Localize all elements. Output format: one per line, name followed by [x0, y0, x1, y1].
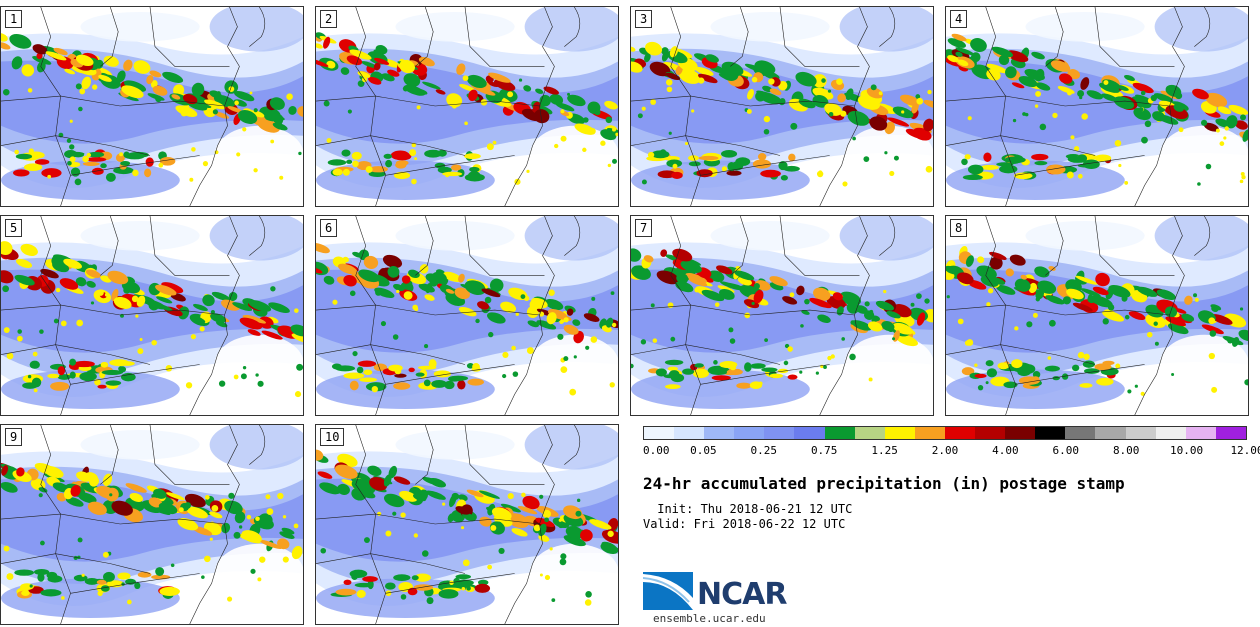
colorbar-cell — [914, 427, 945, 439]
stamp-member-number: 3 — [635, 10, 653, 28]
ncar-logo-text: NCAR — [697, 577, 787, 612]
colorbar-cell — [1035, 427, 1066, 439]
stamp-member-number: 5 — [5, 219, 23, 237]
stamp-member-number: 2 — [320, 10, 338, 28]
postage-stamp-map: 9 — [0, 424, 304, 625]
postage-stamp-map: 4 — [945, 6, 1249, 207]
colorbar-cell — [1065, 427, 1096, 439]
postage-stamp-map: 8 — [945, 215, 1249, 416]
colorbar-tick-label: 10.00 — [1170, 444, 1204, 457]
postage-stamp-map: 6 — [315, 215, 619, 416]
colorbar-tick-label: 0.25 — [750, 444, 778, 457]
postage-stamp-map: 5 — [0, 215, 304, 416]
colorbar-tick-label: 0.05 — [690, 444, 717, 457]
valid-time: Valid: Fri 2018-06-22 12 UTC — [643, 517, 846, 531]
stamp-member-number: 10 — [320, 428, 345, 446]
colorbar-cell — [1185, 427, 1216, 439]
ncar-logo-icon — [643, 572, 693, 610]
colorbar-tick-label: 6.00 — [1052, 444, 1080, 457]
colorbar-cell — [824, 427, 855, 439]
colorbar-tick-label: 1.25 — [871, 444, 898, 457]
colorbar-tick-label: 12.00 — [1230, 444, 1260, 457]
postage-stamp-map: 2 — [315, 6, 619, 207]
site-url: ensemble.ucar.edu — [653, 612, 766, 625]
postage-stamp-map: 3 — [630, 6, 934, 207]
colorbar-tick-label: 0.75 — [810, 444, 838, 457]
colorbar-tick-label: 0.00 — [643, 444, 670, 457]
colorbar-cell — [1215, 427, 1246, 439]
postage-stamp-map: 1 — [0, 6, 304, 207]
chart-title: 24-hr accumulated precipitation (in) pos… — [643, 474, 1125, 493]
colorbar-cell — [975, 427, 1006, 439]
colorbar-cell — [674, 427, 705, 439]
colorbar-labels: 0.00 0.05 0.25 0.75 1.25 2.00 4.00 6.00 8.00 10.0… — [643, 444, 1260, 460]
colorbar-tick-label: 8.00 — [1112, 444, 1140, 457]
stamp-member-number: 9 — [5, 428, 23, 446]
precip-colorbar — [643, 426, 1247, 440]
colorbar-cell — [734, 427, 765, 439]
colorbar-cell — [794, 427, 825, 439]
colorbar-tick-label: 4.00 — [992, 444, 1019, 457]
stamp-member-number: 1 — [5, 10, 23, 28]
colorbar-cell — [884, 427, 915, 439]
colorbar-cell — [704, 427, 735, 439]
colorbar-cell — [1095, 427, 1126, 439]
stamp-member-number: 4 — [950, 10, 968, 28]
colorbar-tick-label: 2.00 — [931, 444, 959, 457]
stamp-member-number: 7 — [635, 219, 653, 237]
colorbar-cell — [1125, 427, 1156, 439]
colorbar-cell — [1005, 427, 1036, 439]
init-time: Init: Thu 2018-06-21 12 UTC — [650, 502, 853, 516]
stamp-member-number: 8 — [950, 219, 968, 237]
colorbar-cell — [854, 427, 885, 439]
postage-stamp-map: 7 — [630, 215, 934, 416]
colorbar-cell — [944, 427, 976, 439]
colorbar-cell — [644, 427, 675, 439]
colorbar-cell — [764, 427, 795, 439]
postage-stamp-map: 10 — [315, 424, 619, 625]
stamp-member-number: 6 — [320, 219, 338, 237]
colorbar-cell — [1155, 427, 1186, 439]
